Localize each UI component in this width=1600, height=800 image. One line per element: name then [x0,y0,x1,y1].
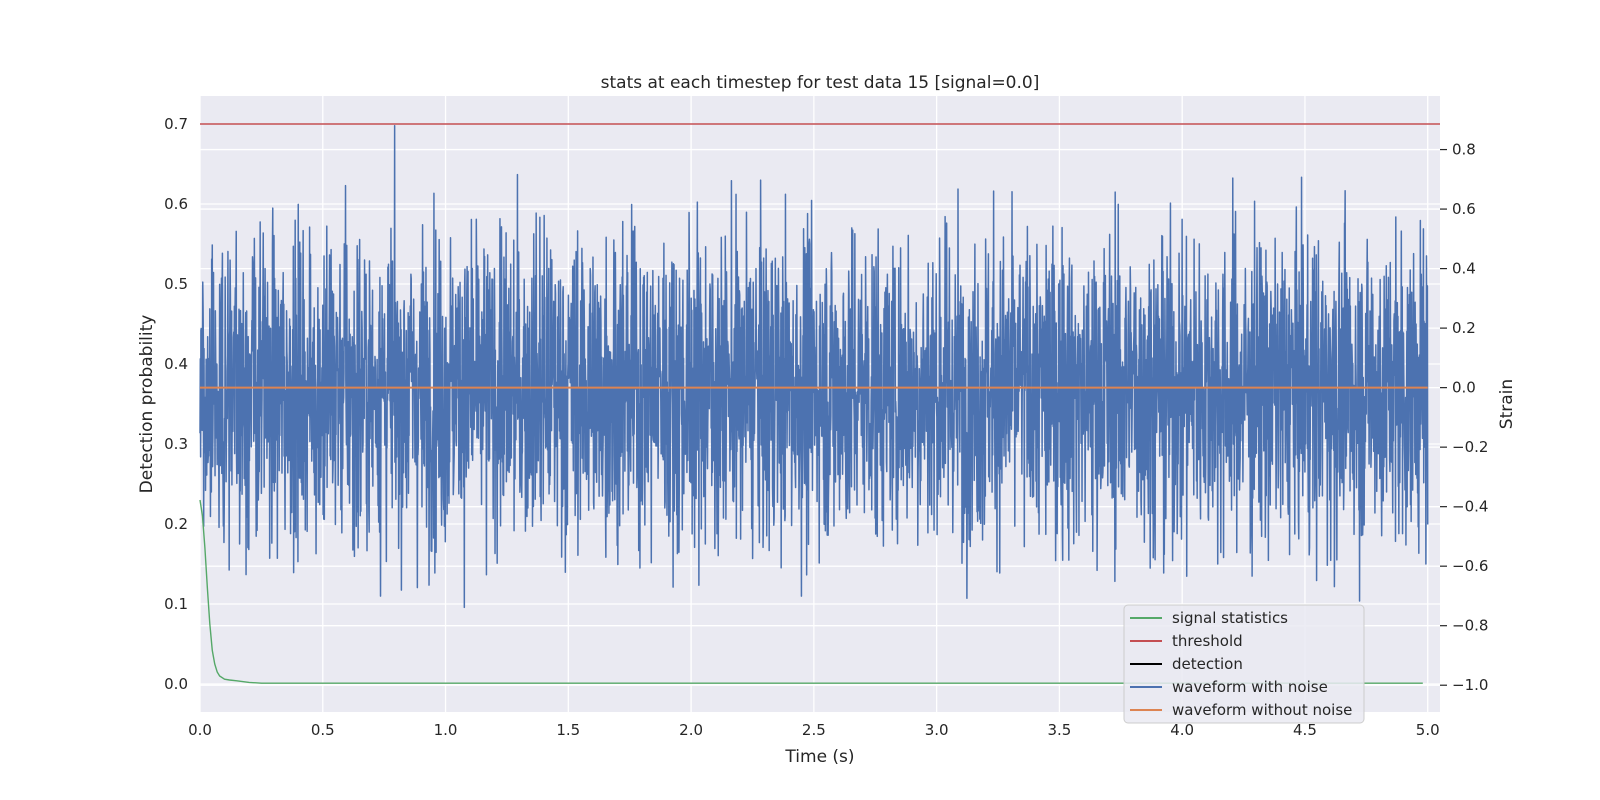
y2-tick-label: −0.4 [1452,498,1488,516]
y-tick-label: 0.7 [164,115,188,133]
y-tick-label: 0.4 [164,355,188,373]
x-tick-label: 0.0 [188,721,212,739]
legend-entry: waveform without noise [1172,701,1352,719]
x-axis-label: Time (s) [784,747,854,767]
x-tick-label: 0.5 [311,721,335,739]
x-tick-label: 1.5 [556,721,580,739]
legend-entry: waveform with noise [1172,678,1328,696]
y2-tick-label: −0.2 [1452,438,1488,456]
y-tick-label: 0.6 [164,195,188,213]
y2-tick-label: 0.8 [1452,141,1476,159]
y-tick-label: 0.3 [164,435,188,453]
y2-tick-label: 0.0 [1452,379,1476,397]
x-tick-label: 3.0 [925,721,949,739]
plot-area [199,123,1440,684]
y-axis-right: −1.0 −0.8 −0.6 −0.4 −0.2 0.0 0.2 0.4 0.6 0.8 [1440,141,1488,694]
series-signal-statistics [199,499,1423,684]
chart-title: stats at each timestep for test data 15 … [601,73,1040,93]
y2-tick-label: −0.8 [1452,617,1488,635]
x-tick-label: 2.5 [802,721,826,739]
x-axis: 0.0 0.5 1.0 1.5 2.0 2.5 3.0 3.5 4.0 4.5 5.0 [188,721,1440,739]
y-tick-label: 0.1 [164,595,188,613]
legend-entry: threshold [1172,632,1243,650]
x-tick-label: 4.5 [1293,721,1317,739]
x-tick-label: 4.0 [1170,721,1194,739]
x-tick-label: 5.0 [1416,721,1440,739]
y2-tick-label: −1.0 [1452,676,1488,694]
legend-entry: signal statistics [1172,609,1288,627]
x-tick-label: 3.5 [1047,721,1071,739]
legend-box [1123,604,1365,724]
y-axis-left: 0.0 0.1 0.2 0.3 0.4 0.5 0.6 0.7 [164,115,188,693]
y-tick-label: 0.2 [164,515,188,533]
legend-entry: detection [1172,655,1243,673]
x-tick-label: 1.0 [434,721,458,739]
y2-tick-label: 0.2 [1452,319,1476,337]
y2-tick-label: 0.6 [1452,200,1476,218]
y-tick-label: 0.5 [164,275,188,293]
y-tick-label: 0.0 [164,675,188,693]
legend: signal statistics threshold detection wavef… [1123,604,1365,724]
series-waveform-with-noise [199,125,1429,609]
y2-tick-label: −0.6 [1452,557,1488,575]
y2-tick-label: 0.4 [1452,260,1476,278]
y2-axis-label: Strain [1497,379,1517,429]
x-tick-label: 2.0 [679,721,703,739]
y-axis-label: Detection probability [137,315,157,494]
